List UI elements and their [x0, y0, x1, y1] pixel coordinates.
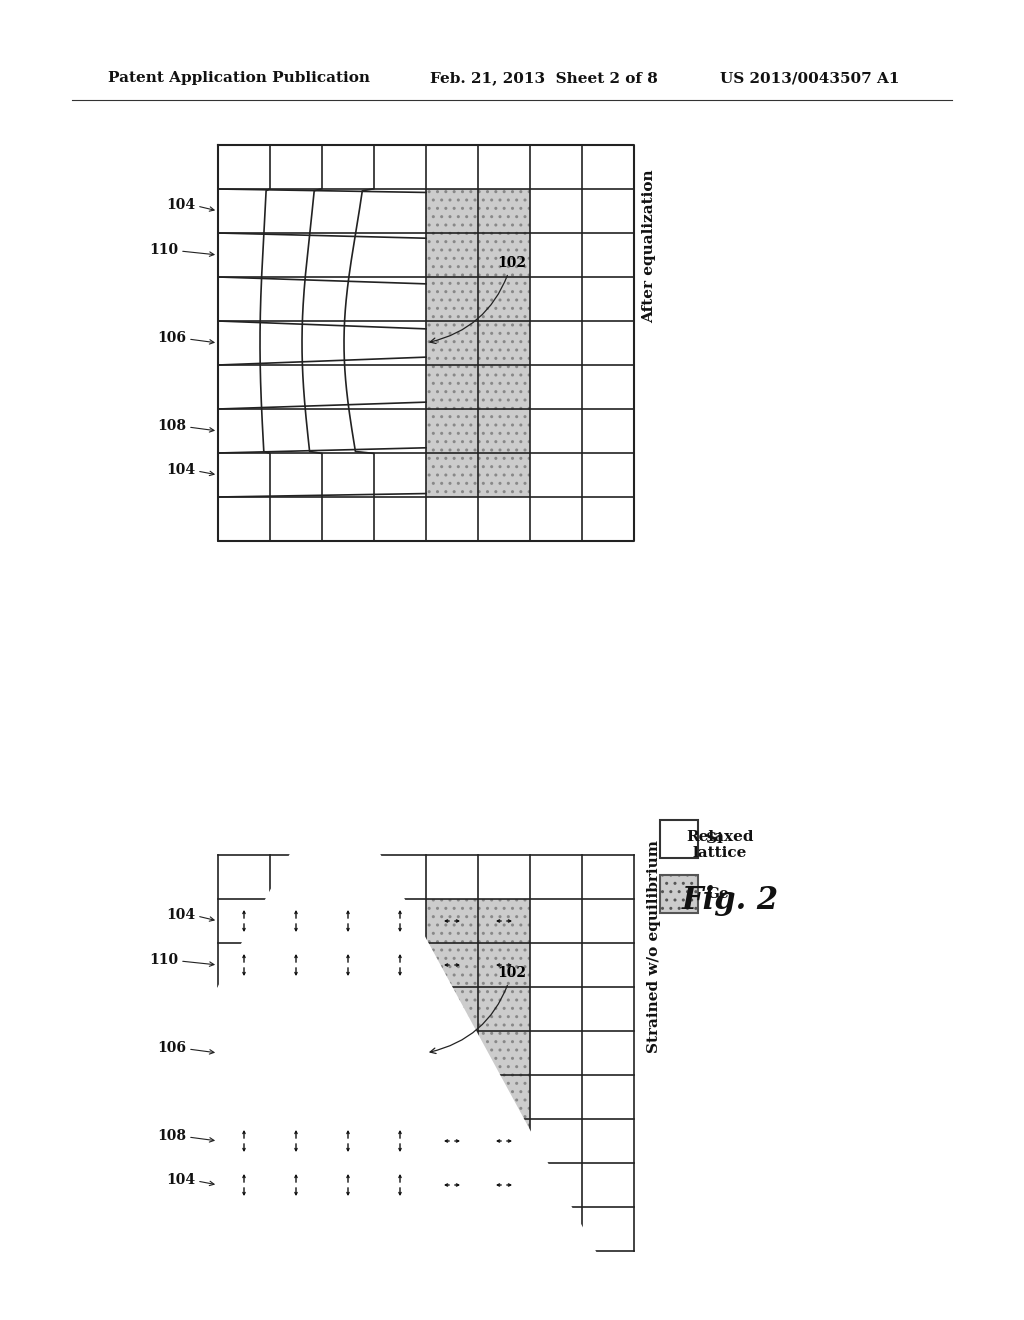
- Text: 104: 104: [166, 1173, 195, 1187]
- Text: 104: 104: [166, 198, 195, 213]
- Bar: [426, 1119, 478, 1163]
- Bar: [478, 234, 530, 277]
- Text: 110: 110: [148, 953, 178, 968]
- Bar: [478, 899, 530, 942]
- Bar: [478, 987, 530, 1031]
- Bar: [478, 1074, 530, 1119]
- Text: Ge: Ge: [706, 887, 729, 902]
- Text: 106: 106: [157, 331, 186, 345]
- Bar: [426, 453, 478, 498]
- Bar: [478, 453, 530, 498]
- Bar: [478, 277, 530, 321]
- Bar: [426, 1163, 478, 1206]
- Text: 102: 102: [430, 256, 526, 343]
- Bar: [426, 277, 478, 321]
- Text: Si: Si: [706, 832, 723, 846]
- Bar: [426, 1074, 478, 1119]
- Text: Strained w/o equilibrium: Strained w/o equilibrium: [647, 840, 662, 1053]
- Bar: [426, 366, 478, 409]
- Bar: [660, 875, 698, 913]
- Text: 104: 104: [166, 908, 195, 921]
- Text: 102: 102: [430, 966, 526, 1053]
- Bar: [478, 321, 530, 366]
- Bar: [660, 820, 698, 858]
- Bar: [478, 189, 530, 234]
- Bar: [478, 409, 530, 453]
- Bar: [426, 1031, 478, 1074]
- Text: 108: 108: [157, 1129, 186, 1143]
- Text: 110: 110: [148, 243, 178, 257]
- Bar: [426, 321, 478, 366]
- Bar: [426, 409, 478, 453]
- Text: Patent Application Publication: Patent Application Publication: [108, 71, 370, 84]
- Text: Fig. 2: Fig. 2: [681, 884, 778, 916]
- Bar: [426, 899, 478, 942]
- Bar: [478, 1163, 530, 1206]
- Text: US 2013/0043507 A1: US 2013/0043507 A1: [720, 71, 899, 84]
- Bar: [478, 1031, 530, 1074]
- Text: Relaxed
lattice: Relaxed lattice: [686, 830, 754, 861]
- Text: 108: 108: [157, 418, 186, 433]
- Bar: [478, 366, 530, 409]
- Text: Feb. 21, 2013  Sheet 2 of 8: Feb. 21, 2013 Sheet 2 of 8: [430, 71, 657, 84]
- Text: 104: 104: [166, 463, 195, 477]
- Bar: [426, 987, 478, 1031]
- Bar: [426, 189, 478, 234]
- Bar: [426, 942, 478, 987]
- Bar: [478, 942, 530, 987]
- Bar: [426, 234, 478, 277]
- Bar: [478, 1119, 530, 1163]
- Text: After equalization: After equalization: [642, 169, 656, 323]
- Text: 106: 106: [157, 1041, 186, 1055]
